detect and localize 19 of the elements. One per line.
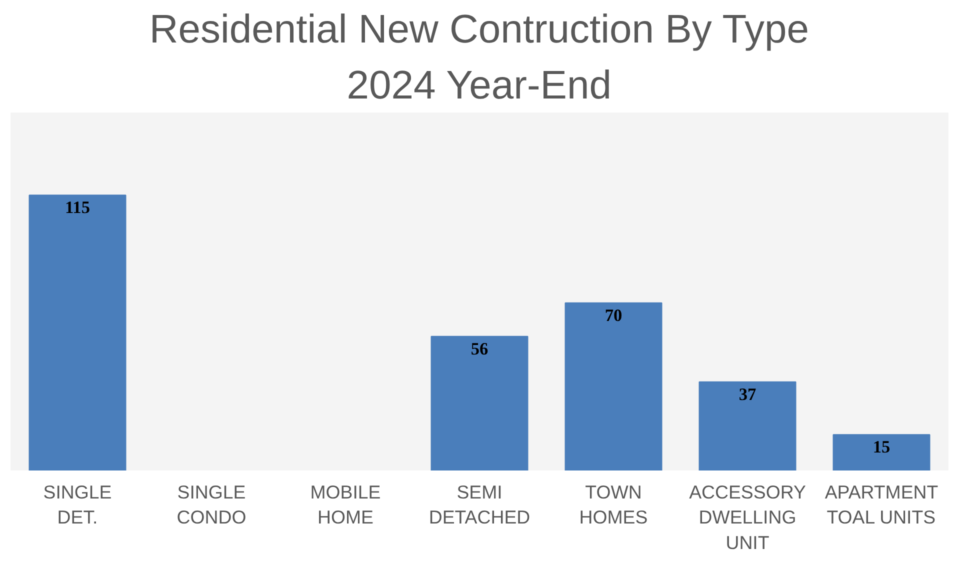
bar	[430, 336, 528, 470]
x-tick-label: SEMI DETACHED	[428, 482, 530, 528]
x-tick-label: ACCESSORY DWELLING UNIT	[689, 482, 806, 553]
bar	[832, 434, 930, 470]
x-tick-label: MOBILE HOME	[310, 482, 381, 528]
data-label: 70	[604, 306, 622, 325]
x-tick-label: SINGLE CONDO	[176, 482, 246, 528]
x-tick-label: SINGLE DET.	[43, 482, 112, 528]
x-tick-label: APARTMENT TOAL UNITS	[824, 482, 938, 528]
data-label: 37	[738, 384, 756, 404]
bar	[28, 194, 126, 470]
data-label: 115	[64, 198, 90, 218]
bar	[564, 302, 662, 470]
data-label: 56	[470, 339, 488, 358]
data-label: 15	[872, 438, 890, 457]
chart-title: Residential New Contruction By Type	[149, 8, 809, 52]
x-tick-label: TOWN HOMES	[579, 482, 648, 528]
bar	[698, 381, 796, 470]
chart-subtitle: 2024 Year-End	[346, 64, 612, 108]
